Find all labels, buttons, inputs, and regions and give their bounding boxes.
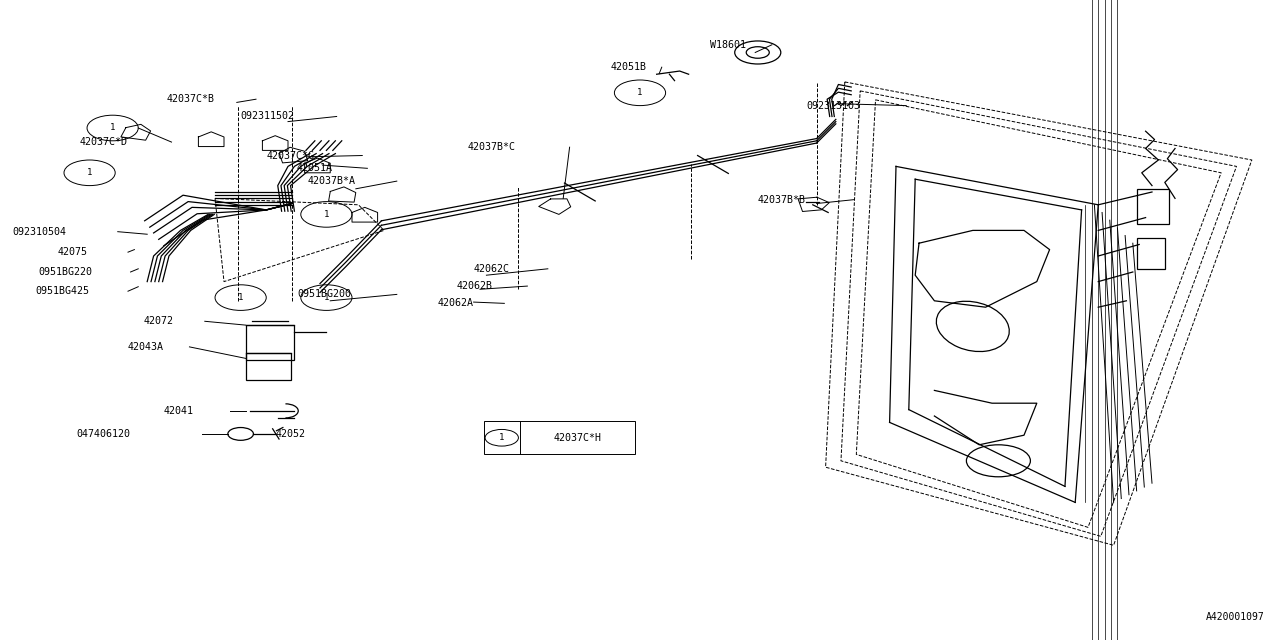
- Bar: [1137, 189, 1169, 224]
- Text: 092310504: 092310504: [13, 227, 67, 237]
- Text: A420001097: A420001097: [1206, 612, 1265, 622]
- Text: 42037C*G: 42037C*G: [266, 150, 315, 161]
- Bar: [246, 325, 294, 360]
- Text: 092311502: 092311502: [241, 111, 294, 122]
- Text: 42037C*D: 42037C*D: [79, 137, 128, 147]
- Text: 1: 1: [499, 433, 504, 442]
- Text: 42062C: 42062C: [474, 264, 509, 274]
- Text: 0951BG425: 0951BG425: [36, 286, 90, 296]
- Text: 1: 1: [637, 88, 643, 97]
- Text: 42062A: 42062A: [438, 298, 474, 308]
- Text: 092313103: 092313103: [806, 100, 860, 111]
- Text: 1: 1: [324, 293, 329, 302]
- Bar: [246, 353, 291, 380]
- Text: 42043A: 42043A: [128, 342, 164, 352]
- Bar: [1137, 238, 1165, 269]
- Text: 1: 1: [324, 210, 329, 219]
- Text: 1: 1: [110, 124, 115, 132]
- Text: 42062B: 42062B: [457, 281, 493, 291]
- Text: W18601: W18601: [710, 40, 746, 50]
- Text: 047406120: 047406120: [77, 429, 131, 439]
- Text: 0951BG200: 0951BG200: [297, 289, 351, 300]
- Text: 42052: 42052: [275, 429, 305, 439]
- Text: 42037C*B: 42037C*B: [166, 94, 215, 104]
- Text: 42051B: 42051B: [611, 62, 646, 72]
- Text: 42037B*C: 42037B*C: [467, 142, 516, 152]
- Text: 42037B*B: 42037B*B: [758, 195, 806, 205]
- Text: 42051A: 42051A: [297, 163, 333, 173]
- Text: 1: 1: [87, 168, 92, 177]
- Text: 42075: 42075: [58, 247, 87, 257]
- Text: 42037C*H: 42037C*H: [553, 433, 602, 443]
- Bar: [484, 421, 635, 454]
- Text: 1: 1: [238, 293, 243, 302]
- Text: 42041: 42041: [164, 406, 193, 416]
- Text: 42037B*A: 42037B*A: [307, 176, 356, 186]
- Text: 0951BG220: 0951BG220: [38, 267, 92, 277]
- Text: 42072: 42072: [143, 316, 173, 326]
